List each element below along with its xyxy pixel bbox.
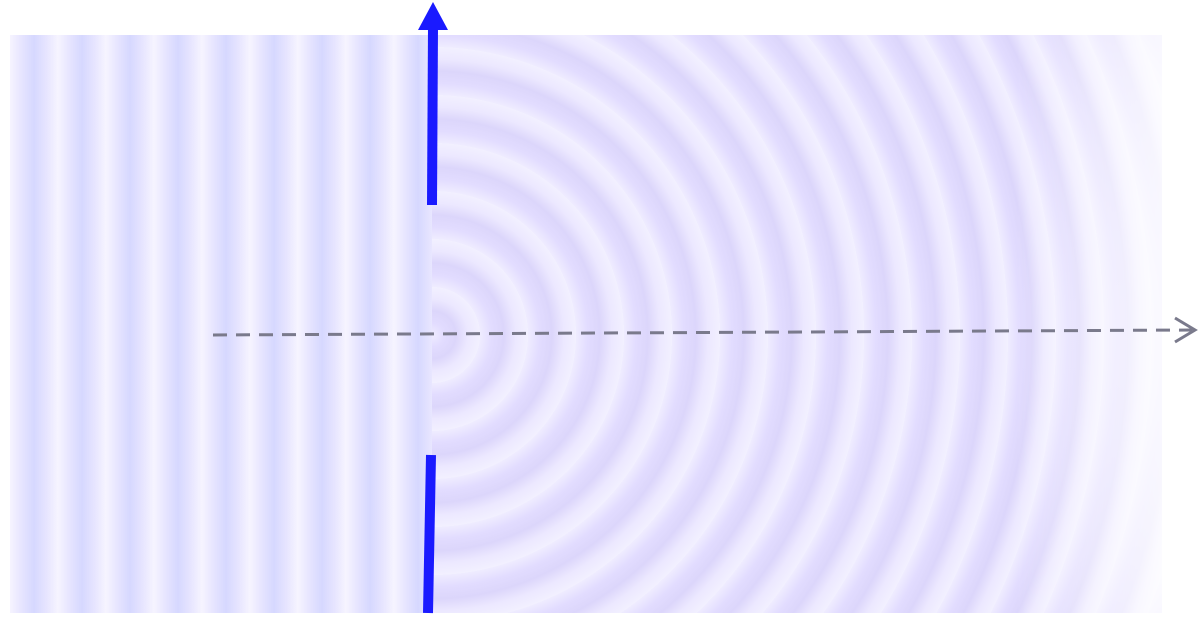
propagation-axis: [212, 328, 1193, 337]
propagation-axis-arrowhead-icon: [1174, 316, 1198, 344]
incident-plane-wave: [10, 35, 432, 613]
barrier-upper-segment: [427, 25, 438, 206]
barrier-lower-segment: [423, 454, 436, 614]
barrier-arrow-up-icon: [418, 2, 448, 30]
diffracted-circular-wave: [432, 35, 1162, 613]
